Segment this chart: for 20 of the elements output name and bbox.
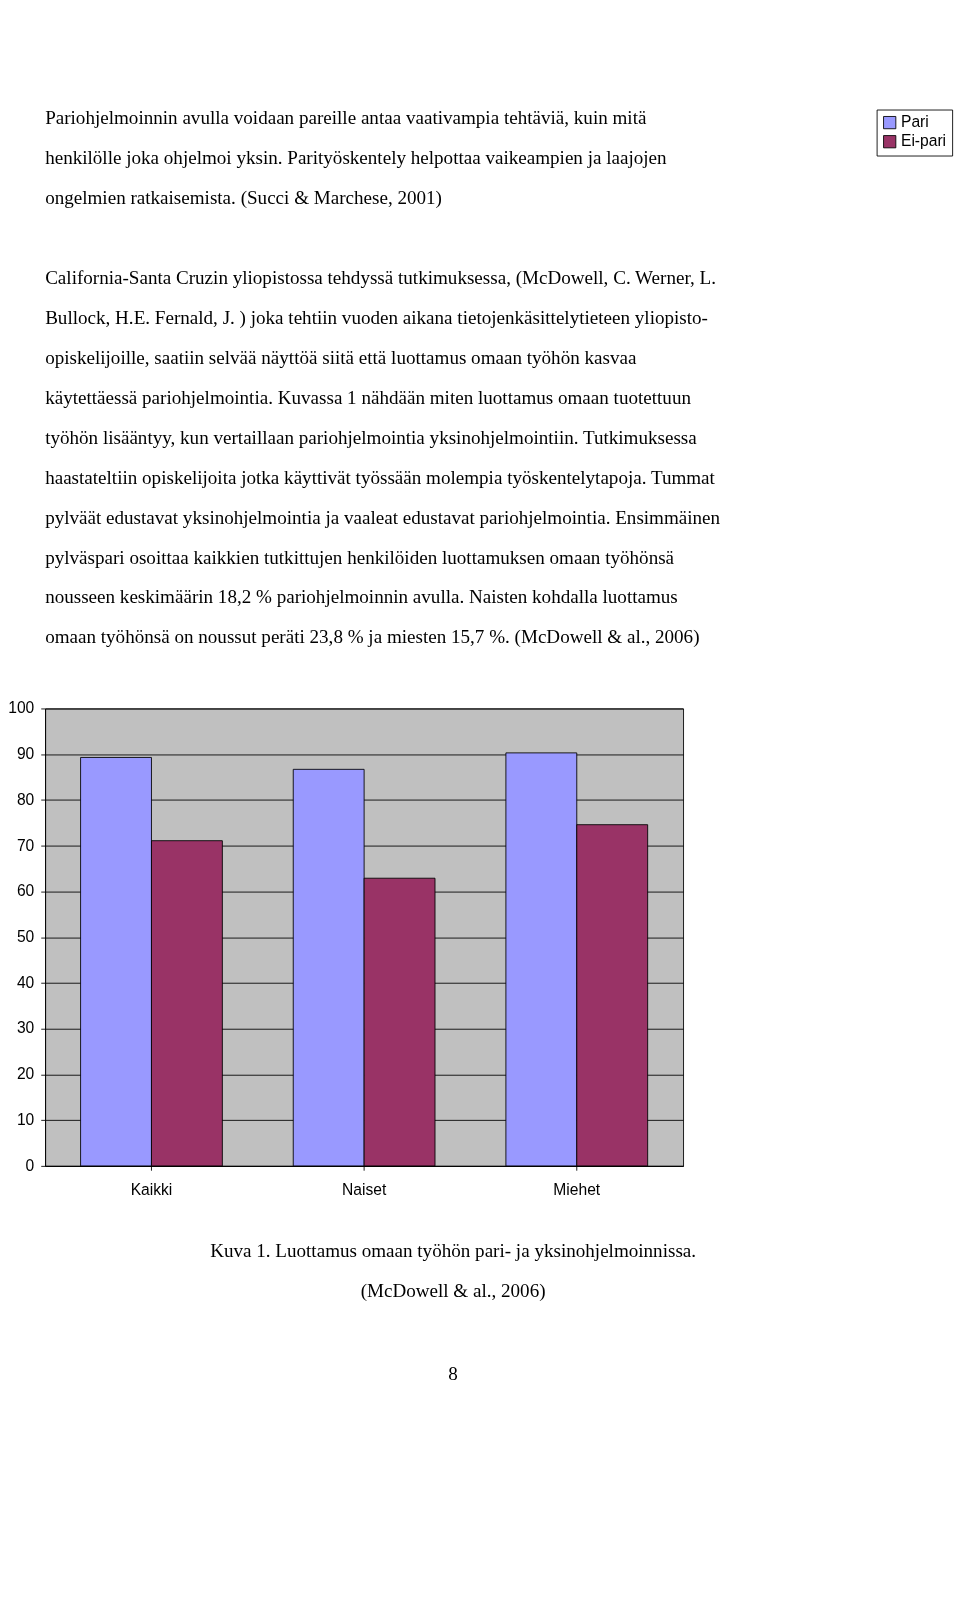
y-tick-label: 90: [16, 745, 35, 763]
x-tick-label: Miehet: [553, 1181, 601, 1199]
y-tick-label: 100: [8, 699, 35, 717]
text: 8: [448, 1363, 458, 1385]
x-tick-label: Kaikki: [130, 1181, 173, 1199]
text: Pariohjelmoinnin avulla voidaan pareille antaa vaativampia tehtäviä, kuin mitä henkilölle joka ohjelmoi yksin. Parityöskentely helpottaa vaikeampien ja laajojen ongelmien ratkaisemista. (Succi & Marchese, 2001): [45, 107, 668, 210]
x-tick-label: Naiset: [342, 1181, 387, 1199]
y-tick-label: 0: [25, 1156, 35, 1174]
text: Kuva 1. Luottamus omaan työhön pari- ja yksinohjelmoinnissa. (McDowell & al., 2006): [210, 1240, 697, 1302]
y-tick-label: 20: [16, 1065, 35, 1083]
legend-label: Pari: [900, 112, 929, 130]
text: California-Santa Cruzin yliopistossa tehdyssä tutkimuksessa, (McDowell, C. Werner, L. Bullock, H.E. Fernald, J. ) joka tehtiin vuoden aikana tietojenkäsittelytieteen yliopisto- opiskelijoille, saatiin selvää näyttöä siitä että luottamus omaan työhön kasvaa käytettäessä pariohjelmointia. Kuvassa 1 nähdään miten luottamus omaan tuotettuun työhön lisääntyy, kun vertaillaan pariohjelmointia yksinohjelmointiin. Tutkimuksessa haastateltiin opiskelijoita jotka käyttivät työssään molempia työskentelytapoja. Tummat pylväät edustavat yksinohjelmointia ja vaaleat edustavat pariohjelmointia. Ensimmäinen pylväspari osoittaa kaikkien tutkittujen henkilöiden luottamuksen omaan työhönsä nousseen keskimäärin 18,2 % pariohjelmoinnin avulla. Naisten kohdalla luottamus omaan työhönsä on noussut peräti 23,8 % ja miesten 15,7 %. (McDowell & al., 2006): [45, 267, 721, 648]
y-tick-label: 50: [16, 927, 35, 945]
y-tick-label: 40: [16, 973, 35, 991]
y-tick-label: 80: [16, 790, 35, 808]
y-tick-label: 60: [16, 882, 35, 900]
legend-label: Ei-pari: [900, 132, 947, 150]
y-tick-label: 70: [16, 836, 35, 854]
y-tick-label: 30: [16, 1019, 35, 1037]
y-tick-label: 10: [16, 1110, 35, 1128]
